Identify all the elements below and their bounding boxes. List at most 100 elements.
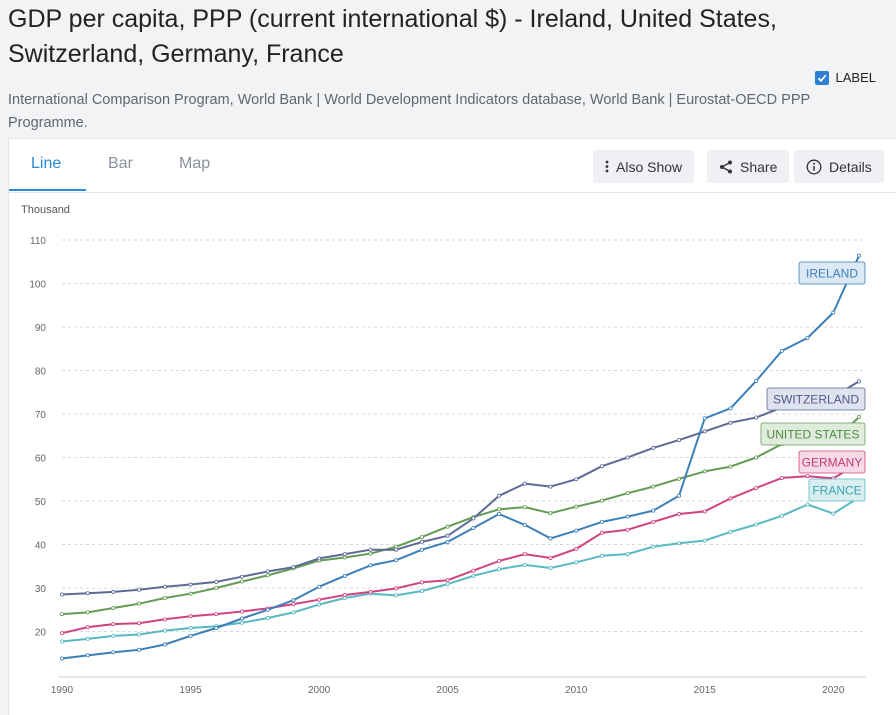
- data-point: [394, 558, 399, 563]
- data-point: [291, 598, 296, 603]
- data-point: [85, 610, 90, 615]
- data-point: [625, 455, 630, 460]
- data-point: [805, 474, 810, 479]
- data-point: [471, 568, 476, 573]
- series-line-united-states: [61, 416, 860, 616]
- data-point: [471, 573, 476, 578]
- data-point: [137, 587, 142, 592]
- data-point: [574, 546, 579, 551]
- data-point: [651, 544, 656, 549]
- chart-panel: Line Bar Map Also Show Share Details: [8, 138, 896, 715]
- data-point: [805, 335, 810, 340]
- data-point: [702, 416, 707, 421]
- data-point: [342, 552, 347, 557]
- data-point: [394, 586, 399, 591]
- data-point: [317, 597, 322, 602]
- data-point: [805, 502, 810, 507]
- data-point: [239, 616, 244, 621]
- data-point: [85, 625, 90, 630]
- data-point: [702, 538, 707, 543]
- data-point: [265, 607, 270, 612]
- data-point: [497, 512, 502, 517]
- label-checkbox[interactable]: [814, 70, 829, 85]
- tab-line[interactable]: Line: [31, 155, 62, 172]
- data-point: [497, 507, 502, 512]
- series-label: FRANCE: [812, 484, 861, 498]
- label-toggle[interactable]: LABEL: [814, 70, 876, 85]
- data-point: [137, 621, 142, 626]
- data-point: [497, 493, 502, 498]
- data-point: [162, 617, 167, 622]
- data-point: [754, 415, 759, 420]
- data-point: [702, 509, 707, 514]
- series-label-box: [798, 261, 866, 285]
- more-vertical-icon: [605, 160, 609, 173]
- active-tab-indicator: [9, 189, 86, 191]
- data-point: [214, 612, 219, 617]
- data-point: [728, 406, 733, 411]
- data-point: [111, 589, 116, 594]
- series-label-box: [766, 387, 866, 411]
- data-point: [522, 522, 527, 527]
- data-point: [677, 541, 682, 546]
- data-point: [342, 592, 347, 597]
- also-show-label: Also Show: [616, 158, 683, 175]
- data-point: [574, 504, 579, 509]
- x-tick-label: 2010: [565, 685, 588, 696]
- y-tick-label: 30: [35, 584, 47, 595]
- data-point: [599, 498, 604, 503]
- data-point: [522, 505, 527, 510]
- data-point: [265, 573, 270, 578]
- y-axis-unit-label: Thousand: [21, 204, 70, 216]
- data-point: [111, 622, 116, 627]
- data-point: [702, 429, 707, 434]
- page-title: GDP per capita, PPP (current internation…: [8, 5, 777, 68]
- data-point: [188, 582, 193, 587]
- y-tick-label: 40: [35, 541, 47, 552]
- data-point: [599, 519, 604, 524]
- data-point: [857, 379, 862, 384]
- data-point: [111, 650, 116, 655]
- source-note: International Comparison Program, World …: [8, 92, 810, 131]
- data-point: [599, 464, 604, 469]
- data-point: [522, 481, 527, 486]
- data-point: [779, 475, 784, 480]
- y-tick-label: 90: [35, 323, 47, 334]
- data-point: [625, 491, 630, 496]
- data-point: [60, 639, 65, 644]
- chart-tabs: Line Bar Map Also Show Share Details: [9, 139, 896, 193]
- data-point: [625, 552, 630, 557]
- x-tick-label: 1990: [51, 685, 74, 696]
- x-tick-label: 2020: [822, 685, 845, 696]
- data-point: [85, 636, 90, 641]
- x-tick-label: 2015: [694, 685, 717, 696]
- also-show-button[interactable]: Also Show: [593, 150, 695, 183]
- data-point: [831, 511, 836, 516]
- tab-bar[interactable]: Bar: [108, 155, 133, 172]
- data-point: [651, 508, 656, 513]
- details-button[interactable]: Details: [794, 150, 884, 183]
- data-point: [522, 562, 527, 567]
- data-point: [239, 579, 244, 584]
- y-tick-label: 70: [35, 410, 47, 421]
- series-line-switzerland: [61, 380, 860, 596]
- data-point: [574, 560, 579, 565]
- y-tick-label: 80: [35, 367, 47, 378]
- data-point: [574, 528, 579, 533]
- data-point: [599, 530, 604, 535]
- label-toggle-text: LABEL: [835, 70, 876, 85]
- share-button[interactable]: Share: [707, 150, 790, 183]
- data-point: [394, 593, 399, 598]
- data-point: [265, 616, 270, 621]
- data-point: [111, 633, 116, 638]
- tab-map[interactable]: Map: [179, 155, 211, 172]
- data-point: [599, 553, 604, 558]
- data-point: [368, 589, 373, 594]
- share-icon: [720, 160, 732, 173]
- series-label-box: [760, 422, 866, 446]
- data-point: [291, 610, 296, 615]
- data-point: [239, 609, 244, 614]
- data-point: [419, 547, 424, 552]
- series-line-germany: [61, 462, 860, 635]
